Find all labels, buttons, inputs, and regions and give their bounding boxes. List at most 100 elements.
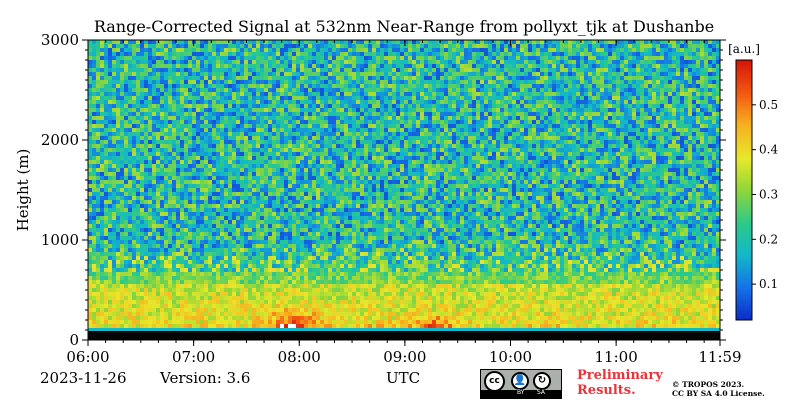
heatmap-cell xyxy=(304,76,308,80)
heatmap-cell xyxy=(708,140,712,144)
heatmap-cell xyxy=(300,164,304,168)
heatmap-cell xyxy=(424,160,428,164)
heatmap-cell xyxy=(316,72,320,76)
heatmap-cell xyxy=(148,140,152,144)
heatmap-cell xyxy=(660,104,664,108)
heatmap-cell xyxy=(664,96,668,100)
heatmap-cell xyxy=(656,52,660,56)
heatmap-cell xyxy=(420,120,424,124)
heatmap-cell xyxy=(272,164,276,168)
heatmap-cell xyxy=(652,100,656,104)
heatmap-cell xyxy=(584,92,588,96)
heatmap-cell xyxy=(492,132,496,136)
heatmap-cell xyxy=(452,44,456,48)
heatmap-cell xyxy=(128,96,132,100)
heatmap-cell xyxy=(452,76,456,80)
heatmap-cell xyxy=(128,92,132,96)
heatmap-cell xyxy=(524,88,528,92)
heatmap-cell xyxy=(532,120,536,124)
heatmap-cell xyxy=(364,160,368,164)
heatmap-cell xyxy=(460,64,464,68)
heatmap-cell xyxy=(632,56,636,60)
heatmap-cell xyxy=(376,108,380,112)
heatmap-cell xyxy=(656,76,660,80)
heatmap-cell xyxy=(528,128,532,132)
heatmap-cell xyxy=(88,48,92,52)
heatmap-cell xyxy=(700,60,704,64)
heatmap-cell xyxy=(128,136,132,140)
heatmap-cell xyxy=(368,112,372,116)
heatmap-cell xyxy=(556,160,560,164)
heatmap-cell xyxy=(388,156,392,160)
heatmap-cell xyxy=(568,160,572,164)
heatmap-cell xyxy=(480,88,484,92)
heatmap-cell xyxy=(564,40,568,44)
heatmap-cell xyxy=(616,76,620,80)
heatmap-cell xyxy=(392,100,396,104)
heatmap-cell xyxy=(268,120,272,124)
heatmap-cell xyxy=(540,72,544,76)
heatmap-cell xyxy=(480,72,484,76)
heatmap-cell xyxy=(676,52,680,56)
heatmap-cell xyxy=(340,160,344,164)
heatmap-cell xyxy=(428,120,432,124)
heatmap-cell xyxy=(348,64,352,68)
heatmap-cell xyxy=(216,68,220,72)
heatmap-cell xyxy=(204,104,208,108)
heatmap-cell xyxy=(656,148,660,152)
heatmap-cell xyxy=(604,132,608,136)
heatmap-cell xyxy=(268,84,272,88)
heatmap-cell xyxy=(684,132,688,136)
heatmap-cell xyxy=(712,84,716,88)
heatmap-cell xyxy=(344,136,348,140)
heatmap-cell xyxy=(448,128,452,132)
heatmap-cell xyxy=(220,56,224,60)
heatmap-cell xyxy=(128,128,132,132)
heatmap-cell xyxy=(604,92,608,96)
heatmap-cell xyxy=(200,112,204,116)
heatmap-cell xyxy=(504,108,508,112)
heatmap-cell xyxy=(316,96,320,100)
heatmap-cell xyxy=(348,88,352,92)
heatmap-cell xyxy=(424,144,428,148)
heatmap-cell xyxy=(116,112,120,116)
heatmap-cell xyxy=(408,76,412,80)
heatmap-cell xyxy=(276,52,280,56)
heatmap-cell xyxy=(568,128,572,132)
heatmap-cell xyxy=(356,164,360,168)
heatmap-cell xyxy=(492,40,496,44)
heatmap-cell xyxy=(432,160,436,164)
heatmap-cell xyxy=(688,104,692,108)
heatmap-cell xyxy=(392,84,396,88)
heatmap-cell xyxy=(120,140,124,144)
heatmap-cell xyxy=(480,128,484,132)
heatmap-cell xyxy=(148,128,152,132)
heatmap-cell xyxy=(512,68,516,72)
heatmap-cell xyxy=(324,152,328,156)
heatmap-cell xyxy=(124,76,128,80)
heatmap-cell xyxy=(488,160,492,164)
heatmap-cell xyxy=(664,124,668,128)
heatmap-cell xyxy=(584,116,588,120)
heatmap-cell xyxy=(676,96,680,100)
heatmap-cell xyxy=(672,64,676,68)
heatmap-cell xyxy=(380,112,384,116)
heatmap-cell xyxy=(368,56,372,60)
heatmap-cell xyxy=(308,112,312,116)
heatmap-cell xyxy=(164,40,168,44)
heatmap-cell xyxy=(136,144,140,148)
heatmap-cell xyxy=(144,156,148,160)
heatmap-cell xyxy=(528,136,532,140)
heatmap-cell xyxy=(668,128,672,132)
heatmap-cell xyxy=(684,116,688,120)
heatmap-cell xyxy=(136,64,140,68)
heatmap-cell xyxy=(208,164,212,168)
heatmap-cell xyxy=(324,140,328,144)
heatmap-cell xyxy=(668,60,672,64)
heatmap-cell xyxy=(632,152,636,156)
heatmap-cell xyxy=(700,56,704,60)
heatmap-cell xyxy=(88,96,92,100)
heatmap-cell xyxy=(324,64,328,68)
heatmap-cell xyxy=(408,124,412,128)
heatmap-cell xyxy=(272,136,276,140)
